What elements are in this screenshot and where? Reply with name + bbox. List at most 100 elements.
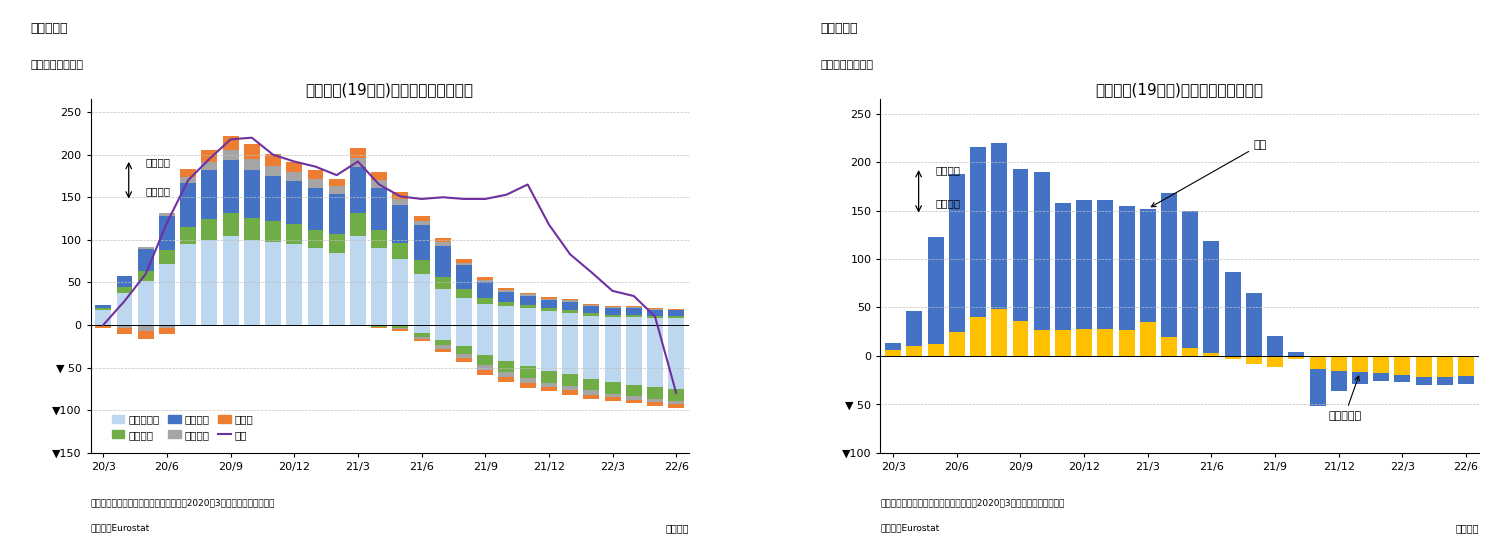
Bar [605,317,620,325]
Bar [540,383,557,387]
Bar [1289,356,1304,359]
Text: （基準差、万人）: （基準差、万人） [30,61,83,71]
Bar [392,258,409,325]
Bar [329,234,344,253]
Bar [1246,356,1262,364]
Bar [413,337,430,338]
Bar [1268,336,1283,356]
Bar [1204,241,1219,356]
Bar [668,325,684,389]
Bar [266,221,281,242]
Bar [244,217,260,240]
Bar [1139,322,1156,356]
Bar [477,298,493,304]
Bar [392,205,409,243]
Bar [371,181,388,188]
Bar [928,344,943,356]
Bar [1097,200,1114,356]
Bar [137,247,154,249]
Bar [647,310,662,316]
Bar [1352,356,1369,384]
Bar [158,264,175,325]
Bar [95,310,112,325]
Bar [1331,356,1346,391]
Bar [116,275,133,286]
Bar [244,145,260,159]
Bar [647,399,662,402]
Bar [435,349,451,352]
Bar [519,325,536,366]
Bar [605,325,620,382]
Bar [1160,337,1177,356]
Bar [563,302,578,310]
Bar [519,308,536,325]
Bar [563,390,578,395]
Bar [647,318,662,325]
Bar [668,310,684,316]
Bar [287,225,302,244]
Bar [435,325,451,340]
Bar [1160,193,1177,356]
Bar [563,310,578,313]
Bar [308,248,323,325]
Bar [626,400,641,404]
Bar [668,318,684,325]
Bar [413,338,430,341]
Bar [201,240,217,325]
Bar [626,315,641,317]
Bar [1225,356,1240,359]
Bar [1310,356,1325,369]
Bar [1076,200,1093,356]
Text: 失業者減: 失業者減 [146,186,171,196]
Bar [137,331,154,338]
Bar [477,283,493,298]
Bar [605,394,620,397]
Bar [435,246,451,277]
Bar [1437,356,1453,385]
Bar [498,325,515,360]
Bar [1415,356,1432,385]
Bar [626,385,641,396]
Bar [137,272,154,280]
Bar [605,397,620,401]
Bar [1415,356,1432,377]
Bar [456,289,472,298]
Text: （資料）Eurostat: （資料）Eurostat [880,523,940,532]
Bar [371,188,388,230]
Bar [668,401,684,404]
Bar [456,298,472,325]
Bar [498,306,515,325]
Bar [1268,356,1283,368]
Bar [201,219,217,240]
Bar [1246,293,1262,356]
Bar [1055,330,1071,356]
Bar [158,213,175,216]
Title: ユーロ圈(19か国)の累積失業者数変化: ユーロ圈(19か国)の累積失業者数変化 [306,82,474,97]
Bar [137,325,154,331]
Bar [1394,356,1411,382]
Bar [1055,203,1071,356]
Bar [584,313,599,316]
Bar [329,194,344,234]
Bar [584,379,599,390]
Bar [223,236,238,325]
Bar [392,327,409,329]
Bar [1225,272,1240,356]
Bar [435,242,451,246]
Bar [137,280,154,325]
Bar [413,260,430,274]
Bar [287,162,302,172]
Bar [413,216,430,221]
Bar [563,374,578,386]
Bar [477,280,493,283]
Bar [435,289,451,325]
Bar [180,169,196,177]
Bar [350,158,365,167]
Bar [180,227,196,244]
Bar [605,382,620,394]
Bar [498,371,515,377]
Bar [392,192,409,199]
Bar [244,170,260,217]
Bar [540,311,557,325]
Bar [350,213,365,236]
